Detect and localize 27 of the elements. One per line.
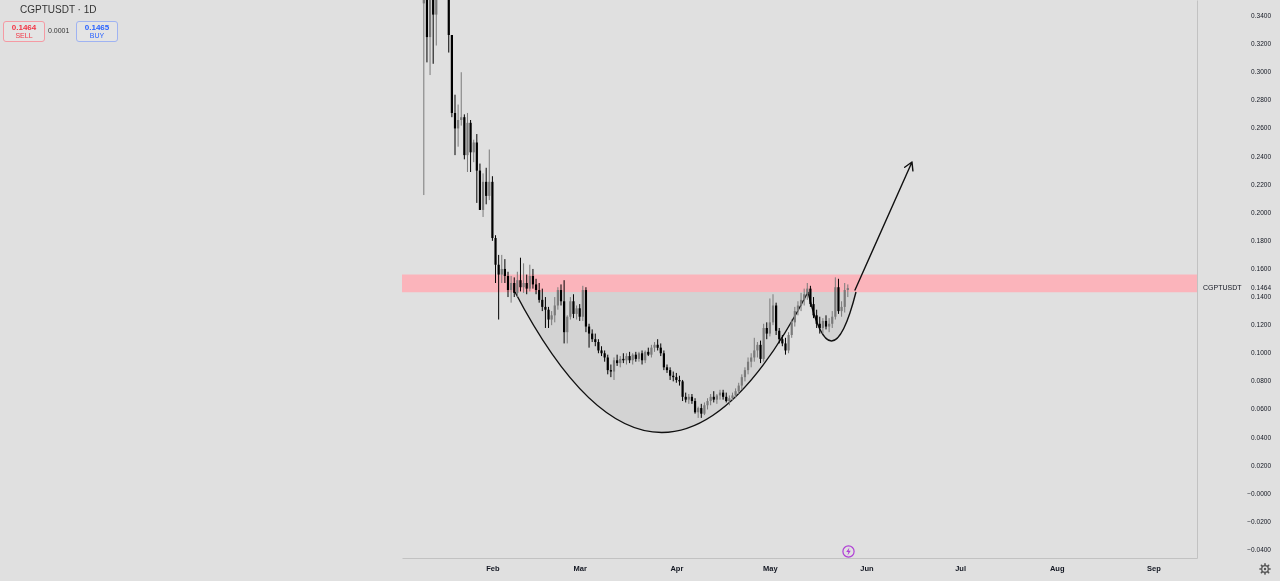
candlestick (759, 340, 762, 364)
candlestick (500, 254, 503, 284)
candlestick (837, 278, 840, 315)
candlestick (516, 271, 519, 298)
candlestick (681, 379, 684, 402)
candlestick (824, 314, 828, 330)
candlestick (522, 262, 525, 294)
candlestick (519, 257, 522, 292)
candlestick (485, 167, 488, 205)
candlestick (715, 393, 718, 405)
candlestick (435, 0, 438, 47)
candlestick (768, 297, 771, 337)
candlestick (612, 356, 616, 381)
candlestick (572, 293, 575, 319)
candlestick (525, 274, 528, 295)
candlestick (528, 264, 531, 292)
candlestick (432, 0, 435, 65)
candlestick (513, 276, 516, 298)
candlestick (662, 349, 665, 371)
candlestick (828, 317, 831, 333)
candlestick (606, 354, 609, 375)
candlestick (843, 282, 846, 314)
candlestick (538, 282, 541, 304)
candlestick (488, 149, 491, 201)
candlestick (472, 139, 475, 163)
candlestick (510, 275, 513, 304)
text: CGPTUSDT · 1D (20, 4, 97, 15)
